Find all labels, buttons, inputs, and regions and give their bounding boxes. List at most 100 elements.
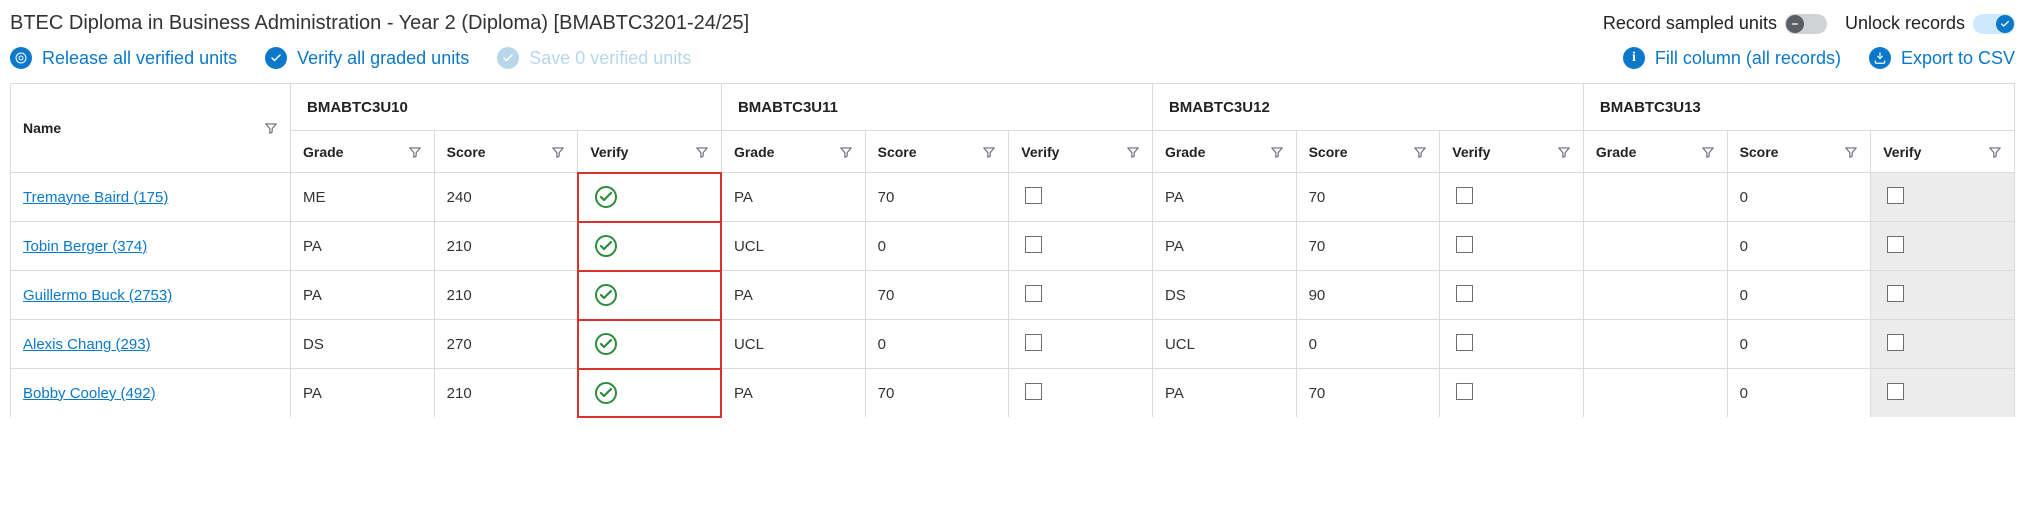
release-all-button[interactable]: Release all verified units [10,47,237,69]
unlock-records-toggle[interactable] [1973,14,2015,34]
verify-checkbox[interactable] [1456,285,1473,302]
score-cell[interactable]: 0 [865,222,1009,271]
score-cell[interactable]: 70 [1296,173,1440,222]
score-cell[interactable]: 0 [1727,173,1871,222]
student-name-cell: Guillermo Buck (2753) [11,271,291,320]
filter-icon[interactable] [408,145,422,159]
student-link[interactable]: Guillermo Buck (2753) [23,287,172,304]
score-cell[interactable]: 90 [1296,271,1440,320]
verify-all-label: Verify all graded units [297,48,469,69]
verified-check-icon[interactable] [594,283,618,307]
verify-cell [578,320,722,369]
verify-checkbox[interactable] [1025,285,1042,302]
record-sampled-toggle[interactable] [1785,14,1827,34]
verify-checkbox[interactable] [1025,187,1042,204]
student-name-cell: Tobin Berger (374) [11,222,291,271]
export-csv-button[interactable]: Export to CSV [1869,47,2015,69]
score-cell[interactable]: 0 [1727,320,1871,369]
grade-cell[interactable] [1583,271,1727,320]
fill-column-button[interactable]: i Fill column (all records) [1623,47,1841,69]
verified-check-icon[interactable] [594,381,618,405]
filter-icon[interactable] [1270,145,1284,159]
grade-cell[interactable] [1583,369,1727,418]
grade-cell[interactable]: PA [291,369,435,418]
filter-icon[interactable] [982,145,996,159]
grade-cell[interactable]: PA [291,222,435,271]
grade-cell[interactable]: DS [291,320,435,369]
unit-header: BMABTC3U10 [291,84,722,131]
filter-icon[interactable] [695,145,709,159]
score-cell[interactable]: 70 [1296,222,1440,271]
verify-checkbox[interactable] [1456,334,1473,351]
verify-checkbox[interactable] [1887,334,1904,351]
grade-cell[interactable]: PA [1152,173,1296,222]
grade-cell[interactable]: PA [1152,222,1296,271]
grade-cell[interactable] [1583,320,1727,369]
filter-icon[interactable] [839,145,853,159]
save-icon [497,47,519,69]
name-header: Name [11,84,291,173]
score-cell[interactable]: 70 [1296,369,1440,418]
score-cell[interactable]: 70 [865,173,1009,222]
verified-check-icon[interactable] [594,234,618,258]
unit-header: BMABTC3U11 [721,84,1152,131]
grade-cell[interactable]: ME [291,173,435,222]
grade-cell[interactable]: PA [721,173,865,222]
grade-cell[interactable]: PA [721,369,865,418]
score-cell[interactable]: 0 [865,320,1009,369]
verify-cell [1440,222,1584,271]
unit-header: BMABTC3U12 [1152,84,1583,131]
student-link[interactable]: Tobin Berger (374) [23,238,147,255]
score-cell[interactable]: 70 [865,271,1009,320]
grade-cell[interactable] [1583,222,1727,271]
score-cell[interactable]: 0 [1727,369,1871,418]
filter-icon[interactable] [551,145,565,159]
grade-cell[interactable]: UCL [721,222,865,271]
filter-icon[interactable] [1701,145,1715,159]
verify-all-button[interactable]: Verify all graded units [265,47,469,69]
save-verified-button: Save 0 verified units [497,47,691,69]
verify-checkbox[interactable] [1456,236,1473,253]
grade-cell[interactable]: PA [1152,369,1296,418]
filter-icon[interactable] [1557,145,1571,159]
verify-checkbox[interactable] [1025,334,1042,351]
verify-checkbox[interactable] [1887,236,1904,253]
score-cell[interactable]: 210 [434,369,578,418]
score-cell[interactable]: 0 [1727,271,1871,320]
student-link[interactable]: Tremayne Baird (175) [23,189,168,206]
verify-cell [1440,369,1584,418]
grade-cell[interactable]: UCL [1152,320,1296,369]
filter-icon[interactable] [1413,145,1427,159]
student-name-cell: Alexis Chang (293) [11,320,291,369]
verify-checkbox[interactable] [1887,383,1904,400]
verify-checkbox[interactable] [1887,187,1904,204]
verified-check-icon[interactable] [594,332,618,356]
student-link[interactable]: Alexis Chang (293) [23,336,151,353]
score-cell[interactable]: 70 [865,369,1009,418]
save-verified-label: Save 0 verified units [529,48,691,69]
verify-cell [1440,320,1584,369]
grade-cell[interactable]: DS [1152,271,1296,320]
verify-checkbox[interactable] [1456,383,1473,400]
student-link[interactable]: Bobby Cooley (492) [23,385,156,402]
score-cell[interactable]: 0 [1296,320,1440,369]
score-cell[interactable]: 210 [434,271,578,320]
grade-cell[interactable]: UCL [721,320,865,369]
verify-checkbox[interactable] [1025,383,1042,400]
verify-checkbox[interactable] [1025,236,1042,253]
verify-checkbox[interactable] [1456,187,1473,204]
grade-cell[interactable] [1583,173,1727,222]
filter-icon[interactable] [1844,145,1858,159]
score-cell[interactable]: 240 [434,173,578,222]
verified-check-icon[interactable] [594,185,618,209]
verify-checkbox[interactable] [1887,285,1904,302]
filter-icon[interactable] [1126,145,1140,159]
filter-icon[interactable] [1988,145,2002,159]
score-cell[interactable]: 0 [1727,222,1871,271]
grade-cell[interactable]: PA [291,271,435,320]
filter-icon[interactable] [264,121,278,135]
grade-cell[interactable]: PA [721,271,865,320]
score-cell[interactable]: 210 [434,222,578,271]
sub-header-verify: Verify [1009,131,1153,173]
score-cell[interactable]: 270 [434,320,578,369]
